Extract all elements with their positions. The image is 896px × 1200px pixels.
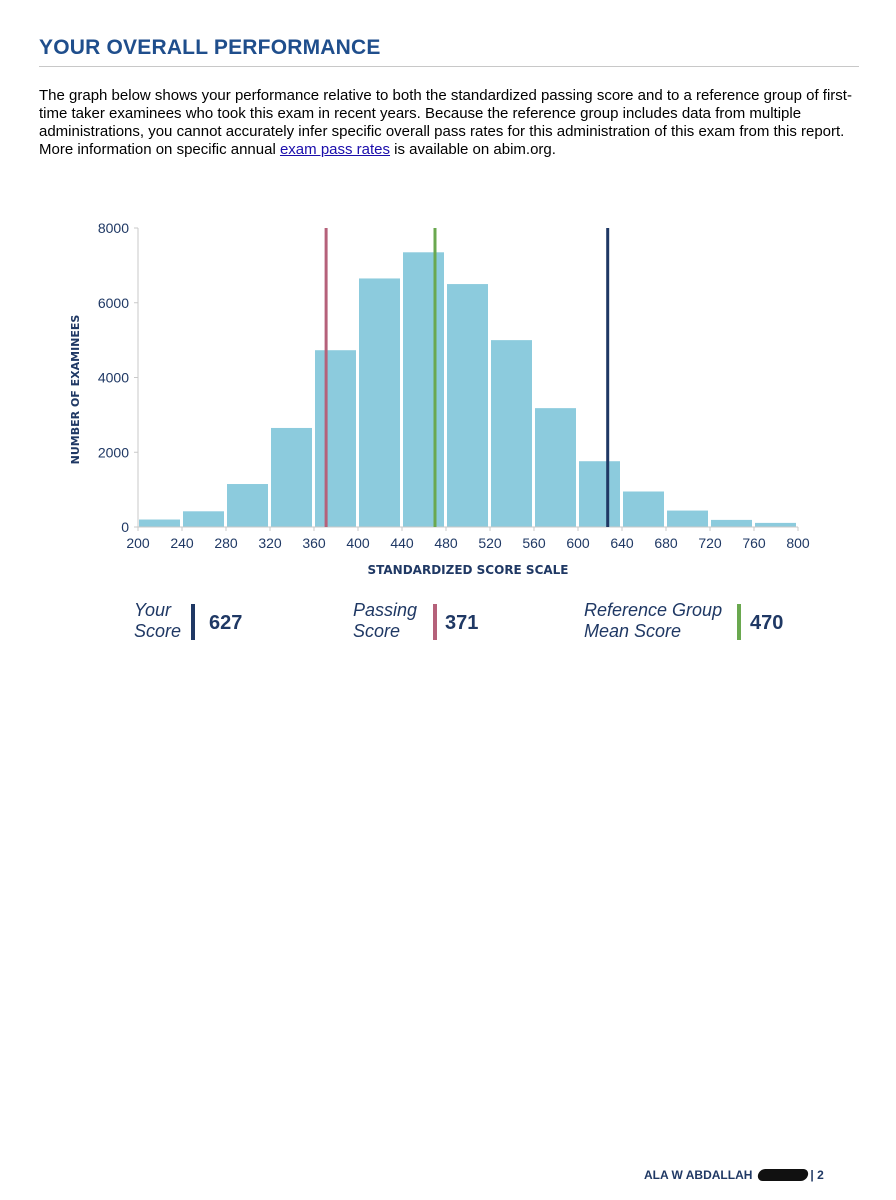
y-tick-label: 8000: [98, 220, 129, 236]
footer-page-number: 2: [817, 1168, 824, 1182]
histogram-bar: [447, 284, 488, 527]
histogram-bar: [623, 491, 664, 527]
legend-passing-score-swatch: [433, 604, 437, 640]
x-tick-label: 200: [126, 535, 150, 551]
intro-text-end: is available on abim.org.: [390, 141, 556, 158]
x-tick-label: 640: [610, 535, 634, 551]
legend-your-score-label-1: Your: [134, 600, 172, 620]
y-tick-label: 0: [121, 519, 129, 535]
histogram-bar: [579, 461, 620, 527]
page-footer: ALA W ABDALLAH | 2: [644, 1168, 824, 1182]
histogram-bar: [755, 522, 796, 527]
legend-passing-score-label-2: Score: [353, 621, 401, 641]
x-tick-label: 400: [346, 535, 370, 551]
exam-pass-rates-link[interactable]: exam pass rates: [279, 141, 391, 158]
legend-passing-score-label-1: Passing: [353, 600, 418, 620]
x-tick-label: 440: [390, 535, 414, 551]
legend-your-score-label-2: Score: [134, 621, 182, 641]
legend-reference-mean-label-1: Reference Group: [584, 600, 723, 620]
histogram-bar: [535, 408, 576, 527]
legend-reference-mean-value: 470: [750, 612, 784, 634]
footer-separator: |: [810, 1168, 814, 1182]
y-tick-label: 6000: [98, 295, 129, 311]
x-tick-label: 560: [522, 535, 546, 551]
footer-name: ALA W ABDALLAH: [644, 1168, 753, 1182]
score-distribution-chart: 0 2000 4000 6000 8000 200 240 280 320 360 400 440 48…: [69, 220, 810, 577]
x-axis-title: STANDARDIZED SCORE SCALE: [367, 563, 568, 577]
x-tick-label: 760: [742, 535, 766, 551]
x-tick-label: 600: [566, 535, 590, 551]
x-tick-label: 800: [786, 535, 810, 551]
histogram-bar: [139, 519, 180, 527]
histogram-bar: [359, 278, 400, 527]
histogram-bar: [227, 484, 268, 527]
title-divider: [39, 66, 859, 67]
x-tick-label: 240: [170, 535, 194, 551]
histogram-bar: [183, 511, 224, 527]
legend-reference-mean-label-2: Mean Score: [584, 621, 682, 641]
page-title: YOUR OVERALL PERFORMANCE: [39, 36, 381, 59]
x-tick-label: 680: [654, 535, 678, 551]
x-tick-label: 720: [698, 535, 722, 551]
histogram-bar: [711, 519, 752, 527]
y-tick-label: 2000: [98, 444, 129, 460]
legend-passing-score-value: 371: [445, 612, 479, 634]
histogram-bar: [667, 510, 708, 527]
histogram-bar: [491, 340, 532, 527]
x-tick-label: 280: [214, 535, 238, 551]
x-tick-label: 480: [434, 535, 458, 551]
x-tick-label: 520: [478, 535, 502, 551]
y-tick-label: 4000: [98, 370, 129, 386]
histogram-bar: [403, 252, 444, 527]
legend-your-score-swatch: [191, 604, 195, 640]
x-tick-label: 320: [258, 535, 282, 551]
y-axis-title: NUMBER OF EXAMINEES: [69, 315, 82, 465]
histogram-bar: [315, 350, 356, 527]
histogram-bar: [271, 427, 312, 527]
intro-paragraph: The graph below shows your performance r…: [39, 87, 869, 159]
intro-text: The graph below shows your performance r…: [39, 87, 852, 158]
redaction-mark: [757, 1169, 810, 1181]
legend-reference-mean-swatch: [737, 604, 741, 640]
legend-your-score-value: 627: [209, 612, 243, 634]
x-tick-label: 360: [302, 535, 326, 551]
